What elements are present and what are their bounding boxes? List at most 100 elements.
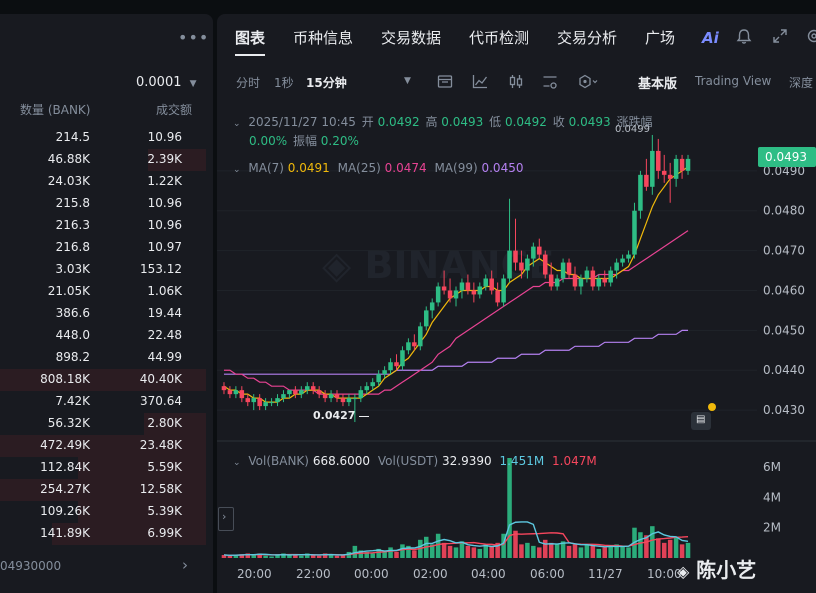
expand-icon[interactable] xyxy=(772,28,788,44)
bell-icon[interactable] xyxy=(736,28,752,45)
volume-bar xyxy=(685,542,691,558)
order-book-row[interactable]: 109.26K 5.39K xyxy=(0,501,206,523)
notification-dot xyxy=(708,403,716,411)
precision-select[interactable]: 0.0001 ▼ xyxy=(136,75,197,90)
row-total: 1.06K xyxy=(147,284,182,298)
candle-body xyxy=(667,174,673,179)
order-book-row[interactable]: 254.27K 12.58K xyxy=(0,479,206,501)
tools-icon[interactable] xyxy=(578,74,598,89)
order-book-row[interactable]: 21.05K 1.06K xyxy=(0,281,200,303)
interval-1s[interactable]: 1秒 xyxy=(274,76,294,90)
candle xyxy=(346,394,352,407)
order-book-row[interactable]: 386.6 19.44 xyxy=(0,303,200,325)
order-book-row[interactable]: 46.88K 2.39K xyxy=(0,149,206,171)
order-book-row[interactable]: 898.2 44.99 xyxy=(0,347,200,369)
volume-bar xyxy=(400,544,405,558)
settings-icon[interactable] xyxy=(806,28,816,44)
volume-bar xyxy=(221,554,227,558)
tab-token-check[interactable]: 代币检测 xyxy=(469,29,530,47)
order-book-row[interactable]: 216.8 10.97 xyxy=(0,237,200,259)
volume-bar xyxy=(531,545,536,558)
tab-chart[interactable]: 图表 xyxy=(235,29,266,47)
candle xyxy=(412,334,417,351)
collapse-icon[interactable]: ⌄ xyxy=(233,119,241,129)
candle xyxy=(525,254,530,279)
candle xyxy=(489,270,494,295)
more-icon[interactable]: ••• xyxy=(178,28,210,47)
candle xyxy=(251,394,256,411)
order-book-row[interactable]: 215.8 10.96 xyxy=(0,193,200,215)
candle-body xyxy=(614,262,619,271)
notes-button[interactable]: ▤ xyxy=(691,403,716,430)
tab-trade-data[interactable]: 交易数据 xyxy=(381,29,442,47)
view-depth[interactable]: 深度 xyxy=(789,76,814,90)
tab-coin-info[interactable]: 币种信息 xyxy=(293,29,354,47)
order-book-row[interactable]: 448.0 22.48 xyxy=(0,325,200,347)
candle xyxy=(423,306,429,331)
candle-body xyxy=(620,258,625,263)
candle-body xyxy=(465,282,471,291)
candle-body xyxy=(394,362,399,367)
chart-area[interactable]: ◈ BINANCE 0.04900.04800.04700.04600.0450… xyxy=(217,103,816,593)
candle-body xyxy=(305,386,310,391)
volume-bar xyxy=(542,539,548,558)
candle xyxy=(542,250,548,279)
candle xyxy=(358,386,364,403)
expand-vol-button[interactable]: › xyxy=(218,507,234,531)
order-book-row[interactable]: 214.5 10.96 xyxy=(0,127,200,149)
volume-bar xyxy=(566,545,572,558)
row-total: 10.97 xyxy=(147,240,182,254)
indicator-icon[interactable] xyxy=(437,74,453,89)
order-book-row[interactable]: 7.42K 370.64 xyxy=(0,391,200,413)
interval-dropdown-icon[interactable]: ▼ xyxy=(404,76,411,86)
tab-square[interactable]: 广场 xyxy=(645,29,676,47)
candle xyxy=(239,386,245,403)
volume-bar xyxy=(340,554,346,558)
order-book-row[interactable]: 3.03K 153.12 xyxy=(0,259,200,281)
volume-bar xyxy=(465,545,471,558)
candle-body xyxy=(644,174,649,187)
candle xyxy=(667,162,673,203)
chart-panel: 图表 币种信息 交易数据 代币检测 交易分析 广场 Ai 分时 1秒 15分钟 … xyxy=(217,14,816,593)
vol-bank-value: 668.6000 xyxy=(312,454,371,468)
candle xyxy=(400,346,405,371)
low-price-marker: 0.0427 xyxy=(313,409,370,422)
depth-bar xyxy=(0,435,206,457)
volume-bar xyxy=(459,541,465,558)
order-book-row[interactable]: 808.18K 40.40K xyxy=(0,369,206,391)
order-book-row[interactable]: 24.03K 1.22K xyxy=(0,171,200,193)
candle-body xyxy=(245,398,251,403)
order-book-row[interactable]: 216.3 10.96 xyxy=(0,215,200,237)
order-book-row[interactable]: 112.84K 5.59K xyxy=(0,457,206,479)
tab-trade-analysis[interactable]: 交易分析 xyxy=(557,29,618,47)
candle-body xyxy=(596,278,602,287)
time-tick-label: 06:00 xyxy=(530,567,565,581)
view-basic[interactable]: 基本版 xyxy=(638,77,678,92)
order-book-row[interactable]: 141.89K 6.99K xyxy=(0,523,206,545)
interval-timeline[interactable]: 分时 xyxy=(236,76,261,90)
line-chart-icon[interactable] xyxy=(472,74,488,89)
collapse-icon[interactable]: ⌄ xyxy=(233,165,241,175)
volume-bar xyxy=(501,533,506,558)
row-total: 1.22K xyxy=(147,174,182,188)
volume-bar xyxy=(614,544,619,558)
volume-bar xyxy=(352,545,358,558)
draw-settings-icon[interactable] xyxy=(542,74,558,89)
collapse-icon[interactable]: ⌄ xyxy=(233,458,241,468)
ai-icon[interactable]: Ai xyxy=(702,29,719,47)
volume-bar xyxy=(257,553,262,558)
row-qty: 112.84K xyxy=(40,460,90,474)
candle-body xyxy=(661,170,667,175)
view-tradingview[interactable]: Trading View xyxy=(695,74,772,88)
row-qty: 214.5 xyxy=(55,130,90,144)
candle-body xyxy=(608,270,613,283)
candle xyxy=(257,394,262,411)
candle-body xyxy=(299,390,304,395)
candlestick-icon[interactable] xyxy=(508,74,524,89)
price-tick-label: 0.0440 xyxy=(763,363,805,377)
order-book-row[interactable]: 56.32K 2.80K xyxy=(0,413,206,435)
interval-15m[interactable]: 15分钟 xyxy=(306,76,347,90)
volume-bar xyxy=(554,544,560,558)
order-book-row[interactable]: 472.49K 23.48K xyxy=(0,435,206,457)
order-book-footer[interactable]: 04930000 › xyxy=(0,555,200,577)
